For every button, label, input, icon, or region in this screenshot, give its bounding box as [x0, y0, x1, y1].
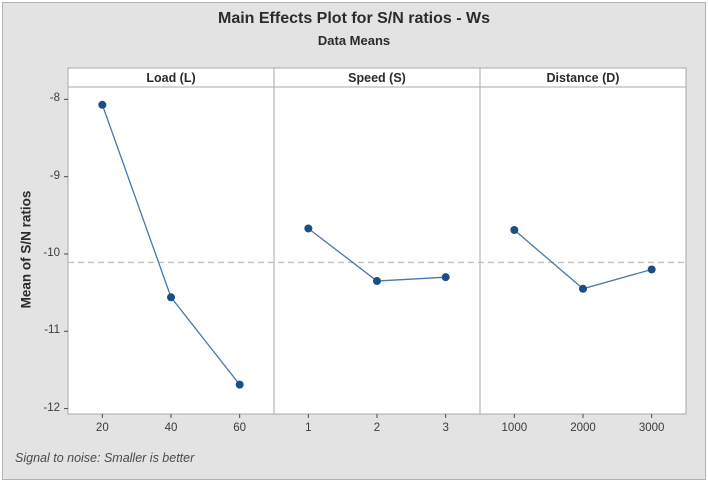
- panel-header-speed: Speed (S): [348, 71, 406, 85]
- y-tick-label: -9: [49, 169, 60, 182]
- x-tick-label: 1: [305, 422, 312, 434]
- x-tick-label: 1000: [501, 422, 528, 434]
- panel-background: [67, 67, 687, 415]
- panel-header-load: Load (L): [146, 71, 196, 85]
- y-tick-label: -10: [43, 246, 60, 259]
- y-tick-label: -8: [49, 92, 60, 105]
- data-point: [510, 226, 519, 235]
- data-point: [167, 293, 175, 302]
- data-point: [235, 380, 244, 389]
- x-tick-label: 40: [164, 422, 178, 434]
- chart-subtitle: Data Means: [317, 33, 391, 48]
- chart-title: Main Effects Plot for S/N ratios - Ws: [217, 10, 491, 27]
- data-point: [441, 273, 450, 282]
- x-tick-label: 20: [95, 422, 109, 434]
- x-tick-label: 60: [233, 422, 247, 434]
- x-tick-label: 2: [373, 422, 381, 434]
- data-point: [579, 284, 587, 293]
- footer-note: Signal to noise: Smaller is better: [15, 451, 195, 465]
- data-point: [98, 100, 107, 109]
- plot-area: [64, 67, 687, 418]
- x-tick-label: 3000: [638, 422, 665, 434]
- x-tick-label: 2000: [570, 422, 596, 434]
- x-tick-label: 3: [442, 422, 449, 434]
- data-point: [647, 265, 656, 274]
- panel-header-distance: Distance (D): [546, 71, 620, 85]
- y-tick-label: -12: [43, 401, 60, 414]
- y-tick-label: -11: [44, 324, 60, 337]
- data-point: [304, 224, 313, 233]
- data-point: [373, 277, 381, 286]
